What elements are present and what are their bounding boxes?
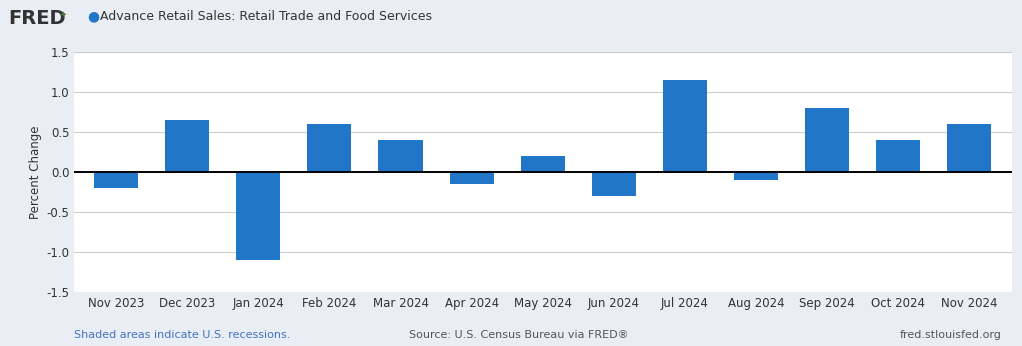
Bar bbox=[166, 120, 210, 172]
Text: Advance Retail Sales: Retail Trade and Food Services: Advance Retail Sales: Retail Trade and F… bbox=[100, 10, 432, 23]
Text: fred.stlouisfed.org: fred.stlouisfed.org bbox=[899, 330, 1002, 340]
Bar bbox=[947, 124, 991, 172]
Text: ●: ● bbox=[87, 9, 99, 23]
Text: Shaded areas indicate U.S. recessions.: Shaded areas indicate U.S. recessions. bbox=[74, 330, 290, 340]
Bar bbox=[520, 156, 565, 172]
Bar bbox=[663, 80, 707, 172]
Text: Source: U.S. Census Bureau via FRED®: Source: U.S. Census Bureau via FRED® bbox=[409, 330, 629, 340]
Bar bbox=[805, 108, 849, 172]
Bar bbox=[94, 172, 138, 188]
Text: FRED: FRED bbox=[8, 9, 65, 28]
Bar bbox=[876, 140, 920, 172]
Bar bbox=[378, 140, 422, 172]
Y-axis label: Percent Change: Percent Change bbox=[30, 125, 42, 219]
Text: ✦: ✦ bbox=[59, 10, 66, 19]
Bar bbox=[308, 124, 352, 172]
Bar bbox=[450, 172, 494, 184]
Bar bbox=[592, 172, 636, 196]
Bar bbox=[236, 172, 280, 260]
Bar bbox=[734, 172, 778, 180]
